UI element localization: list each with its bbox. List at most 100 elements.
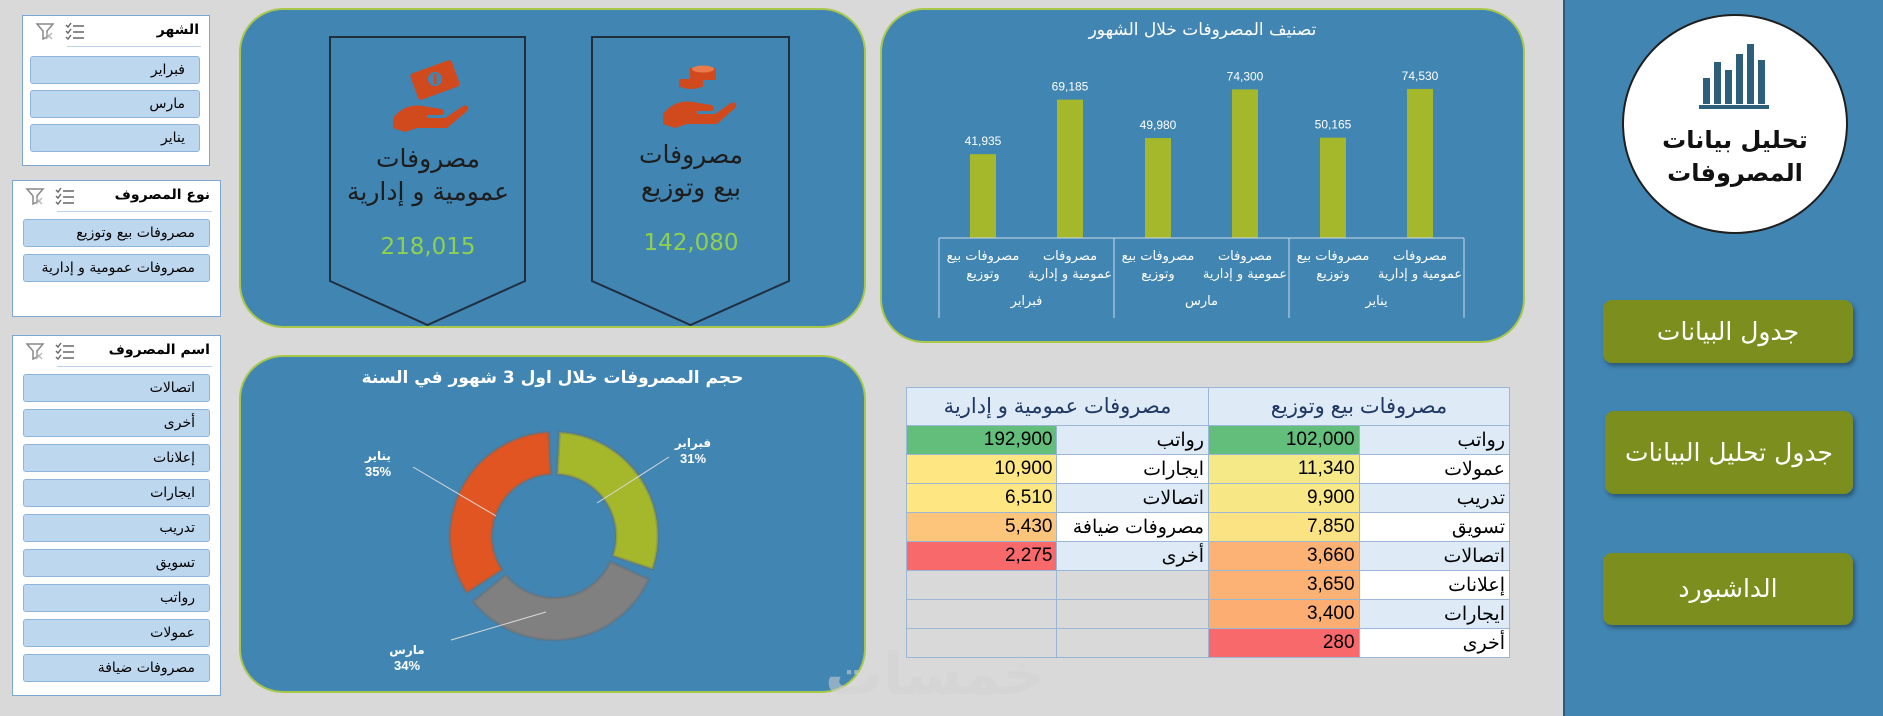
- clear-filter-icon[interactable]: [25, 187, 45, 205]
- bar: [1320, 137, 1346, 238]
- sales-value-cell: 11,340: [1208, 454, 1360, 484]
- data-analysis-table-button[interactable]: جدول تحليل البيانات: [1605, 411, 1853, 494]
- admin-value-cell: 6,510: [905, 483, 1058, 513]
- bar-chart-title: تصنيف المصروفات خلال الشهور: [1088, 20, 1317, 40]
- category-tick-label: عمومية و إدارية: [1203, 267, 1287, 282]
- slicer-item-sales-distribution[interactable]: مصروفات بيع وتوزيع: [23, 219, 210, 247]
- slicer-item-january[interactable]: يناير: [30, 124, 200, 152]
- table-header-row: مصروفات عمومية و إدارية مصروفات بيع وتوز…: [905, 387, 1510, 426]
- sales-label-cell: رواتب: [1358, 425, 1511, 455]
- multi-select-icon[interactable]: [65, 22, 85, 40]
- slicer-item-march[interactable]: مارس: [30, 90, 200, 118]
- donut-chart-title: حجم المصروفات خلال اول 3 شهور في السنة: [361, 368, 744, 388]
- slicer-tools: [25, 342, 75, 360]
- slicer-item[interactable]: تدريب: [23, 514, 210, 542]
- slice-label: مارس: [389, 643, 424, 657]
- dashboard-button[interactable]: الداشبورد: [1603, 553, 1853, 625]
- bar: [1232, 89, 1258, 239]
- sales-label-cell: اتصالات: [1358, 541, 1511, 571]
- category-tick-label: مصروفات بيع: [947, 249, 1020, 264]
- sales-value-cell: 102,000: [1208, 425, 1360, 455]
- clear-filter-icon[interactable]: [25, 342, 45, 360]
- bar-chart-panel: تصنيف المصروفات خلال الشهور 41,935 مصروفا…: [880, 8, 1525, 343]
- slicer-item[interactable]: أخرى: [23, 409, 210, 437]
- empty-cell: [905, 628, 1058, 658]
- month-slicer: الشهر فبراير مارس يناير: [22, 15, 210, 166]
- multi-select-icon[interactable]: [55, 187, 75, 205]
- bar-data-label: 69,185: [1052, 80, 1089, 94]
- data-table-button[interactable]: جدول البيانات: [1603, 300, 1853, 363]
- empty-cell: [905, 570, 1058, 600]
- table-row: 280 أخرى: [905, 628, 1511, 658]
- sales-value-cell: 3,650: [1208, 570, 1360, 600]
- category-tick-label: عمومية و إدارية: [1028, 267, 1112, 282]
- slicer-divider: [57, 366, 212, 367]
- bar-chart-icon: [1699, 38, 1773, 116]
- slicer-divider: [57, 211, 212, 212]
- slice-percent-label: 31%: [680, 451, 706, 466]
- expense-name-slicer: اسم المصروف اتصالات أخرى إعلانات ايجارات…: [12, 335, 221, 696]
- header-sales-distribution: مصروفات بيع وتوزيع: [1208, 387, 1510, 426]
- donut-slice: [555, 430, 660, 572]
- bar-data-label: 50,165: [1315, 118, 1352, 132]
- category-tick-label: مصروفات بيع: [1122, 249, 1195, 264]
- slicer-title: اسم المصروف: [108, 342, 210, 358]
- slice-percent-label: 34%: [394, 658, 420, 673]
- table-row: 3,650 إعلانات: [905, 570, 1511, 600]
- kpi-title: مصروفات عمومية و إدارية: [333, 142, 523, 208]
- table-row: 3,400 ايجارات: [905, 599, 1511, 629]
- app-title: تحليل بيانات المصروفات: [1624, 124, 1846, 190]
- kpi-value-sales-distribution: 142,080: [643, 230, 739, 256]
- category-tick-label: مصروفات بيع: [1297, 249, 1370, 264]
- admin-value-cell: 192,900: [905, 425, 1058, 455]
- bar-data-label: 74,530: [1402, 69, 1439, 83]
- admin-label-cell: رواتب: [1056, 425, 1210, 455]
- sales-label-cell: تدريب: [1358, 483, 1511, 513]
- admin-value-cell: 10,900: [905, 454, 1058, 484]
- slicer-item[interactable]: عمولات: [23, 619, 210, 647]
- kpi-panel: مصروفات عمومية و إدارية 218,015 مصروفات …: [239, 8, 866, 328]
- leader-line: [450, 611, 547, 641]
- slicer-item[interactable]: إعلانات: [23, 444, 210, 472]
- sales-value-cell: 3,660: [1208, 541, 1360, 571]
- leader-line: [412, 466, 497, 517]
- bar: [970, 154, 996, 238]
- bar-data-label: 41,935: [965, 134, 1002, 148]
- group-tick-label: يناير: [1364, 294, 1388, 309]
- slicer-item[interactable]: تسويق: [23, 549, 210, 577]
- slicer-item-general-admin[interactable]: مصروفات عمومية و إدارية: [23, 254, 210, 282]
- category-tick-label: مصروفات: [1043, 249, 1097, 264]
- slicer-title: الشهر: [156, 22, 199, 38]
- app-title-line: المصروفات: [1667, 159, 1803, 187]
- category-tick-label: وتوزيع: [1141, 267, 1174, 282]
- admin-label-cell: مصروفات ضيافة: [1056, 512, 1210, 542]
- sales-label-cell: ايجارات: [1358, 599, 1511, 629]
- kpi-badge-shape: [329, 36, 526, 326]
- sales-label-cell: إعلانات: [1358, 570, 1511, 600]
- multi-select-icon[interactable]: [55, 342, 75, 360]
- slice-label: فبراير: [674, 436, 711, 450]
- header-general-admin: مصروفات عمومية و إدارية: [905, 387, 1210, 426]
- slice-percent-label: 35%: [365, 464, 391, 479]
- kpi-badge-shape: [591, 36, 790, 326]
- slicer-item[interactable]: ايجارات: [23, 479, 210, 507]
- category-tick-label: مصروفات: [1393, 249, 1447, 264]
- donut-slice: [471, 559, 651, 642]
- donut-chart-panel: حجم المصروفات خلال اول 3 شهور في السنة ف…: [239, 355, 866, 693]
- admin-value-cell: 2,275: [905, 541, 1058, 571]
- bar-data-label: 49,980: [1140, 118, 1177, 132]
- expense-type-slicer: نوع المصروف مصروفات بيع وتوزيع مصروفات ع…: [12, 180, 221, 317]
- slicer-item[interactable]: مصروفات ضيافة: [23, 654, 210, 682]
- kpi-title-line: مصروفات: [638, 140, 744, 169]
- slicer-item[interactable]: اتصالات: [23, 374, 210, 402]
- slicer-item[interactable]: رواتب: [23, 584, 210, 612]
- bar: [1145, 138, 1171, 238]
- slicer-item-february[interactable]: فبراير: [30, 56, 200, 84]
- empty-cell: [1056, 599, 1210, 629]
- coins-hand-icon: [661, 58, 737, 132]
- sales-value-cell: 280: [1208, 628, 1360, 658]
- table-row: 6,510 اتصالات 9,900 تدريب: [905, 483, 1511, 513]
- clear-filter-icon[interactable]: [35, 22, 55, 40]
- donut-slice: [448, 430, 553, 595]
